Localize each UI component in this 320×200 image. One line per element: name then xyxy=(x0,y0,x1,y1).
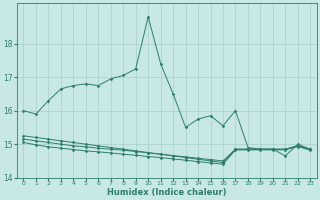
X-axis label: Humidex (Indice chaleur): Humidex (Indice chaleur) xyxy=(107,188,227,197)
